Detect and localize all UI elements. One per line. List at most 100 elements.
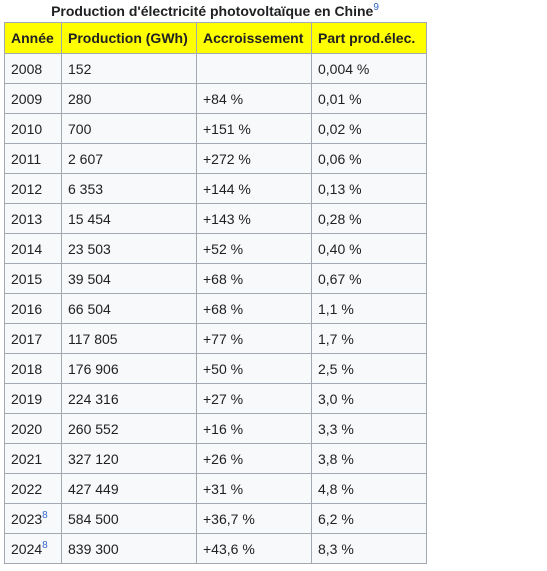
year-value: 2020 [11,420,43,437]
year-value: 2014 [11,240,43,257]
year-value: 2013 [11,210,43,227]
cell-share: 4,8 % [311,473,427,504]
cell-share: 0,01 % [311,83,427,114]
cell-share: 3,3 % [311,413,427,444]
cell-year: 2021 [4,443,62,474]
cell-year: 2019 [4,383,62,414]
cell-growth: +16 % [196,413,312,444]
year-value: 2010 [11,120,43,137]
cell-production: 152 [61,53,197,84]
year-value: 2022 [11,480,43,497]
cell-year: 2010 [4,113,62,144]
cell-year: 2016 [4,293,62,324]
cell-growth: +36,7 % [196,503,312,534]
cell-production: 224 316 [61,383,197,414]
cell-growth: +77 % [196,323,312,354]
cell-growth [196,53,312,84]
table-header-row: Année Production (GWh) Accroissement Par… [4,22,427,54]
cell-share: 0,40 % [311,233,427,264]
cell-growth: +50 % [196,353,312,384]
table-row: 2013 15 454 +143 % 0,28 % [4,203,427,234]
cell-growth: +151 % [196,113,312,144]
cell-share: 1,1 % [311,293,427,324]
table-row: 2021 327 120 +26 % 3,8 % [4,443,427,474]
year-value: 2008 [11,60,43,77]
cell-production: 117 805 [61,323,197,354]
cell-production: 260 552 [61,413,197,444]
year-value: 2017 [11,330,43,347]
cell-growth: +68 % [196,293,312,324]
table-row: 2016 66 504 +68 % 1,1 % [4,293,427,324]
table-caption: Production d'électricité photovoltaïque … [4,0,426,22]
cell-growth: +26 % [196,443,312,474]
cell-production: 327 120 [61,443,197,474]
cell-share: 1,7 % [311,323,427,354]
cell-share: 0,28 % [311,203,427,234]
cell-share: 6,2 % [311,503,427,534]
table-row: 2011 2 607 +272 % 0,06 % [4,143,427,174]
cell-year: 2011 [4,143,62,174]
header-production: Production (GWh) [61,22,197,54]
cell-year: 2018 [4,353,62,384]
cell-production: 23 503 [61,233,197,264]
cell-year: 2012 [4,173,62,204]
table-row: 2020 260 552 +16 % 3,3 % [4,413,427,444]
year-reference-link[interactable]: 8 [42,509,48,521]
year-value: 2016 [11,300,43,317]
cell-year: 2015 [4,263,62,294]
cell-production: 427 449 [61,473,197,504]
solar-production-table-container: Production d'électricité photovoltaïque … [4,0,427,564]
table-row: 2015 39 504 +68 % 0,67 % [4,263,427,294]
year-value: 2019 [11,390,43,407]
cell-growth: +52 % [196,233,312,264]
table-row: 2019 224 316 +27 % 3,0 % [4,383,427,414]
year-value: 2018 [11,360,43,377]
cell-year: 20238 [4,503,62,534]
cell-year: 2017 [4,323,62,354]
table-row: 2010 700 +151 % 0,02 % [4,113,427,144]
cell-growth: +84 % [196,83,312,114]
caption-reference-link[interactable]: 9 [373,2,379,13]
table-row: 2014 23 503 +52 % 0,40 % [4,233,427,264]
cell-production: 15 454 [61,203,197,234]
table-row: 20238 584 500 +36,7 % 6,2 % [4,503,427,534]
cell-share: 0,06 % [311,143,427,174]
cell-year: 2020 [4,413,62,444]
cell-growth: +144 % [196,173,312,204]
year-reference-link[interactable]: 8 [42,539,48,551]
cell-growth: +27 % [196,383,312,414]
cell-production: 839 300 [61,533,197,564]
cell-growth: +31 % [196,473,312,504]
cell-year: 2013 [4,203,62,234]
cell-growth: +143 % [196,203,312,234]
year-value: 2024 [11,540,43,557]
cell-production: 2 607 [61,143,197,174]
table-row: 20248 839 300 +43,6 % 8,3 % [4,533,427,564]
year-value: 2015 [11,270,43,287]
cell-year: 2009 [4,83,62,114]
cell-growth: +43,6 % [196,533,312,564]
cell-production: 176 906 [61,353,197,384]
year-value: 2011 [11,150,42,167]
header-share: Part prod.élec. [311,22,427,54]
cell-share: 0,67 % [311,263,427,294]
year-value: 2021 [11,450,43,467]
table-row: 2022 427 449 +31 % 4,8 % [4,473,427,504]
cell-production: 700 [61,113,197,144]
cell-share: 0,004 % [311,53,427,84]
caption-text: Production d'électricité photovoltaïque … [51,3,374,19]
cell-year: 2022 [4,473,62,504]
cell-year: 2014 [4,233,62,264]
table-body: 2008 152 0,004 % 2009 280 +84 % 0,01 % 2010 700 +… [4,53,427,564]
table-row: 2008 152 0,004 % [4,53,427,84]
cell-share: 0,13 % [311,173,427,204]
table-row: 2012 6 353 +144 % 0,13 % [4,173,427,204]
cell-share: 0,02 % [311,113,427,144]
cell-share: 3,8 % [311,443,427,474]
year-value: 2009 [11,90,43,107]
cell-year: 2008 [4,53,62,84]
header-growth: Accroissement [196,22,312,54]
cell-share: 8,3 % [311,533,427,564]
cell-production: 39 504 [61,263,197,294]
cell-production: 66 504 [61,293,197,324]
